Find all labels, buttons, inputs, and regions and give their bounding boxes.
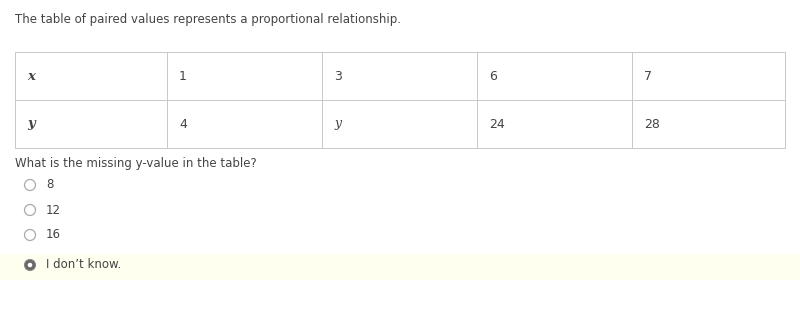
Bar bbox=[0, 254, 800, 280]
Text: 16: 16 bbox=[46, 228, 61, 241]
Text: 12: 12 bbox=[46, 204, 61, 216]
Text: 7: 7 bbox=[644, 70, 652, 82]
Text: 28: 28 bbox=[644, 118, 660, 131]
Text: 3: 3 bbox=[334, 70, 342, 82]
Text: I don’t know.: I don’t know. bbox=[46, 258, 122, 271]
Circle shape bbox=[28, 263, 32, 267]
Text: x: x bbox=[27, 70, 35, 82]
Circle shape bbox=[25, 259, 35, 270]
Text: What is the missing y-value in the table?: What is the missing y-value in the table… bbox=[15, 157, 257, 170]
Text: y: y bbox=[334, 118, 341, 131]
Text: 8: 8 bbox=[46, 179, 54, 191]
Text: 6: 6 bbox=[489, 70, 497, 82]
Text: 4: 4 bbox=[179, 118, 187, 131]
Text: The table of paired values represents a proportional relationship.: The table of paired values represents a … bbox=[15, 13, 401, 26]
Text: y: y bbox=[27, 118, 34, 131]
Text: 24: 24 bbox=[489, 118, 505, 131]
Text: 1: 1 bbox=[179, 70, 187, 82]
